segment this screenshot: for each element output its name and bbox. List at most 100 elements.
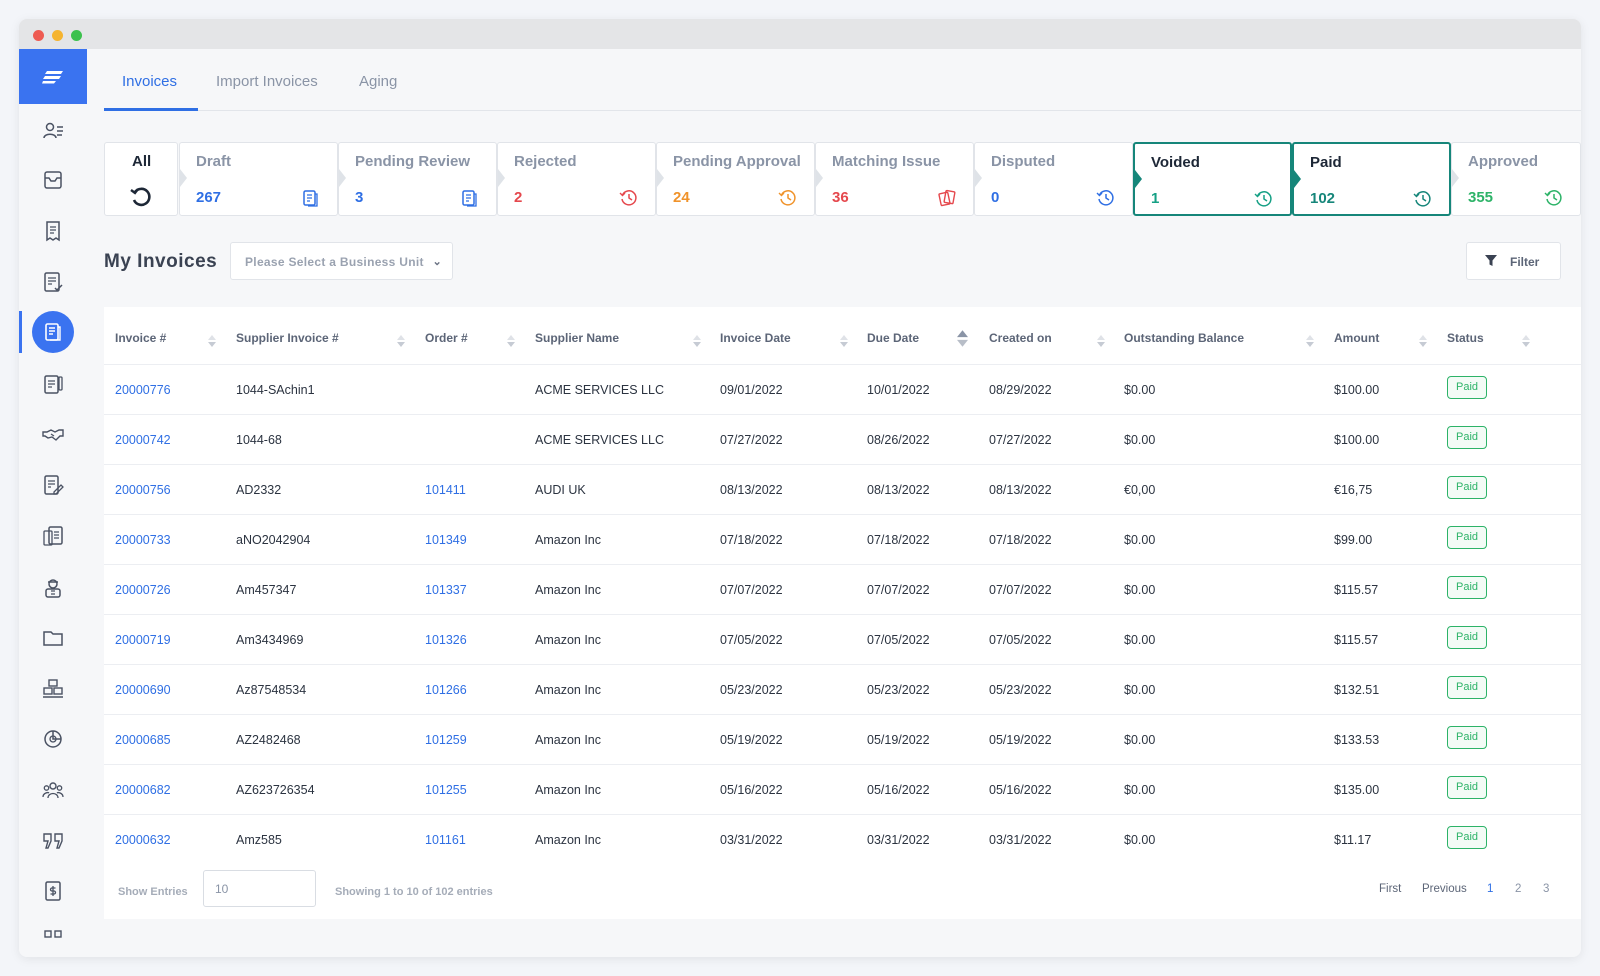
sidebar-item-pie-chart[interactable]	[19, 719, 87, 759]
column-header-created-on[interactable]: Created on	[989, 331, 1052, 345]
table-row[interactable]: 20000719 Am3434969 101326 Amazon Inc 07/05/2…	[104, 614, 1581, 664]
sidebar-item-clipboard[interactable]	[19, 364, 87, 404]
tab-import-invoices[interactable]: Import Invoices	[216, 73, 318, 90]
table-row[interactable]: 20000685 AZ2482468 101259 Amazon Inc 05/19/2…	[104, 714, 1581, 764]
order-number-link[interactable]: 101349	[425, 533, 467, 547]
order-number-link[interactable]: 101259	[425, 733, 467, 747]
sidebar-item-boxes[interactable]	[19, 669, 87, 709]
business-unit-select[interactable]: Please Select a Business Unit ⌄	[230, 242, 453, 280]
sort-icon[interactable]	[397, 334, 405, 347]
invoice-number-link[interactable]: 20000733	[115, 533, 171, 547]
sidebar-item-quote[interactable]	[19, 821, 87, 861]
invoice-number-link[interactable]: 20000756	[115, 483, 171, 497]
sidebar-item-handshake[interactable]	[19, 415, 87, 455]
status-badge: Paid	[1447, 776, 1488, 799]
card-arrow	[180, 169, 187, 187]
filter-button[interactable]: Filter	[1466, 242, 1561, 280]
status-card-all[interactable]: All	[104, 142, 178, 216]
column-header-invoice[interactable]: Invoice #	[115, 331, 167, 345]
column-header-order[interactable]: Order #	[425, 331, 468, 345]
column-header-amount[interactable]: Amount	[1334, 331, 1380, 345]
tab-aging[interactable]: Aging	[359, 73, 398, 90]
status-card-pending-review[interactable]: Pending Review 3	[338, 142, 497, 216]
pagination-page-2[interactable]: 2	[1515, 883, 1522, 895]
table-row[interactable]: 20000726 Am457347 101337 Amazon Inc 07/07/20…	[104, 564, 1581, 614]
status-badge: Paid	[1447, 526, 1488, 549]
sort-icon[interactable]	[1522, 334, 1530, 347]
column-header-supplier-name[interactable]: Supplier Name	[535, 331, 620, 345]
pagination-first[interactable]: First	[1379, 883, 1402, 895]
sort-icon[interactable]	[957, 330, 968, 347]
table-row[interactable]: 20000690 Az87548534 101266 Amazon Inc 05/23/…	[104, 664, 1581, 714]
sidebar-item-invoice[interactable]	[19, 311, 87, 353]
table-row[interactable]: 20000742 1044-68 ACME SERVICES LLC 07/27/20…	[104, 414, 1581, 464]
invoice-number-link[interactable]: 20000682	[115, 783, 171, 797]
sort-icon[interactable]	[1097, 334, 1105, 347]
close-window-button[interactable]	[33, 30, 44, 41]
table-row[interactable]: 20000756 AD2332 101411 AUDI UK 08/13/2022 08/…	[104, 464, 1581, 514]
order-number-link[interactable]: 101337	[425, 583, 467, 597]
status-label: Disputed	[991, 153, 1056, 170]
invoice-number-link[interactable]: 20000776	[115, 383, 171, 397]
maximize-window-button[interactable]	[71, 30, 82, 41]
status-card-disputed[interactable]: Disputed 0	[974, 142, 1133, 216]
table-row[interactable]: 20000632 Amz585 101161 Amazon Inc 03/31/2022…	[104, 814, 1581, 864]
table-row[interactable]: 20000682 AZ623726354 101255 Amazon Inc 05/16…	[104, 764, 1581, 814]
status-count: 0	[991, 189, 1000, 206]
clock-icon	[619, 190, 637, 206]
status-label: Rejected	[514, 153, 577, 170]
pagination-page-3[interactable]: 3	[1543, 883, 1550, 895]
status-card-matching-issue[interactable]: Matching Issue 36	[815, 142, 974, 216]
sidebar-item-worker[interactable]	[19, 567, 87, 607]
entries-per-page-input[interactable]: 10	[203, 870, 316, 907]
table-row[interactable]: 20000733 aNO2042904 101349 Amazon Inc 07/18/…	[104, 514, 1581, 564]
status-card-paid[interactable]: Paid 102	[1292, 142, 1451, 216]
sidebar-item-reports[interactable]	[19, 516, 87, 556]
order-number-link[interactable]: 101326	[425, 633, 467, 647]
logo-icon	[42, 70, 63, 83]
app-logo[interactable]	[19, 49, 87, 104]
column-header-status[interactable]: Status	[1447, 331, 1484, 345]
invoice-number-link[interactable]: 20000719	[115, 633, 171, 647]
status-card-voided[interactable]: Voided 1	[1133, 142, 1292, 216]
column-header-supplier-invoice[interactable]: Supplier Invoice #	[236, 331, 339, 345]
invoice-number-link[interactable]: 20000742	[115, 433, 171, 447]
sort-icon[interactable]	[693, 334, 701, 347]
invoice-number-link[interactable]: 20000685	[115, 733, 171, 747]
status-card-approved[interactable]: Approved 355	[1451, 142, 1581, 216]
status-card-rejected[interactable]: Rejected 2	[497, 142, 656, 216]
column-header-due-date[interactable]: Due Date	[867, 331, 920, 345]
sidebar-item-payment[interactable]	[19, 871, 87, 911]
sidebar-item-inbox[interactable]	[19, 160, 87, 200]
column-header-invoice-date[interactable]: Invoice Date	[720, 331, 791, 345]
minimize-window-button[interactable]	[52, 30, 63, 41]
invoice-number-link[interactable]: 20000632	[115, 833, 171, 847]
sort-icon[interactable]	[507, 334, 515, 347]
sidebar-item-user-list[interactable]	[19, 111, 87, 151]
sort-icon[interactable]	[208, 334, 216, 347]
sidebar-item-grid[interactable]	[19, 919, 87, 957]
tab-invoices[interactable]: Invoices	[122, 73, 178, 90]
order-number-link[interactable]: 101411	[425, 483, 466, 497]
pagination-previous[interactable]: Previous	[1422, 883, 1467, 895]
invoice-number-link[interactable]: 20000726	[115, 583, 171, 597]
order-number-link[interactable]: 101161	[425, 833, 466, 847]
pagination-page-1[interactable]: 1	[1487, 883, 1494, 895]
sidebar-item-folder[interactable]	[19, 618, 87, 658]
sidebar-item-checklist[interactable]	[19, 262, 87, 302]
supplier-name: ACME SERVICES LLC	[535, 383, 664, 397]
sidebar-item-edit-document[interactable]	[19, 465, 87, 505]
status-card-draft[interactable]: Draft 267	[179, 142, 338, 216]
order-number-link[interactable]: 101266	[425, 683, 467, 697]
sort-icon[interactable]	[840, 334, 848, 347]
order-number-link[interactable]: 101255	[425, 783, 467, 797]
sidebar-item-receipt[interactable]	[19, 211, 87, 251]
sidebar-item-team[interactable]	[19, 770, 87, 810]
column-header-outstanding-balance[interactable]: Outstanding Balance	[1124, 331, 1245, 345]
invoice-number-link[interactable]: 20000690	[115, 683, 171, 697]
sort-icon[interactable]	[1419, 334, 1427, 347]
table-row[interactable]: 20000776 1044-SAchin1 ACME SERVICES LLC 09/…	[104, 364, 1581, 414]
sort-icon[interactable]	[1306, 334, 1314, 347]
status-card-pending-approval[interactable]: Pending Approval 24	[656, 142, 815, 216]
team-icon	[42, 782, 64, 799]
